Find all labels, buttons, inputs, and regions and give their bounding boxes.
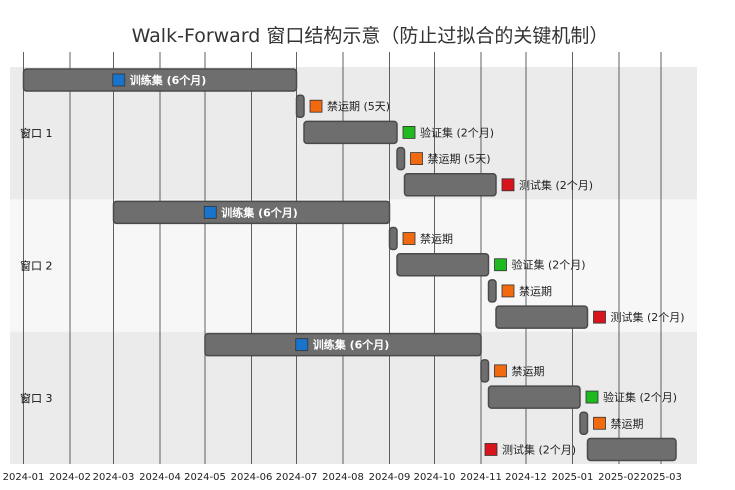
- x-tick-label: 2024-03: [93, 472, 135, 483]
- x-tick-label: 2025-03: [640, 472, 682, 483]
- x-tick-label: 2024-02: [49, 472, 91, 483]
- x-tick-label: 2024-06: [231, 472, 273, 483]
- segment-label-train: 训练集 (6个月): [130, 73, 207, 87]
- segment-bar-embargo: [396, 146, 406, 171]
- segment-bar-validation: [303, 120, 398, 145]
- x-axis: 2024-01 2024-02 2024-03 2024-04 2024-05 2024-…: [3, 472, 682, 483]
- segment-bar-train: [204, 332, 482, 357]
- chart-title: Walk-Forward 窗口结构示意（防止过拟合的关键机制）: [132, 25, 609, 47]
- segment-bars: [22, 68, 677, 462]
- segment-label-train: 训练集 (6个月): [221, 205, 298, 219]
- segment-marker-validation: [494, 258, 507, 272]
- segment-bar-embargo: [487, 279, 497, 303]
- segment-label-validation: 验证集 (2个月): [603, 390, 677, 404]
- window-label: 窗口 1: [20, 126, 53, 140]
- segment-marker-embargo: [402, 232, 416, 245]
- x-tick-label: 2024-04: [139, 472, 181, 483]
- segment-marker-embargo: [309, 99, 323, 113]
- segment-label-embargo: 禁运期: [512, 365, 545, 378]
- x-tick-label: 2025-02: [598, 472, 640, 483]
- window-labels: 窗口 1 窗口 2 窗口 3: [20, 126, 53, 405]
- segment-bar-validation: [487, 385, 581, 409]
- segment-label-validation: 验证集 (2个月): [512, 258, 586, 272]
- segment-bar-test: [403, 173, 497, 197]
- segment-marker-validation: [402, 126, 416, 139]
- segment-label-embargo: 禁运期 (5天): [428, 153, 491, 166]
- segment-marker-embargo: [593, 416, 606, 430]
- segment-bar-validation: [396, 252, 490, 277]
- segment-label-validation: 验证集 (2个月): [420, 125, 494, 139]
- segment-marker-train: [112, 73, 126, 87]
- segment-marker-train: [295, 338, 309, 352]
- segment-labels: 训练集 (6个月) 禁运期 (5天) 验证集 (2个月) 禁运期 (5天) 测试集 (2…: [112, 73, 685, 456]
- window-label: 窗口 3: [20, 391, 53, 405]
- segment-marker-test: [501, 178, 515, 192]
- x-tick-label: 2024-08: [322, 472, 364, 483]
- x-tick-label: 2025-01: [552, 472, 594, 483]
- segment-marker-validation: [585, 390, 599, 404]
- segment-marker-test: [593, 310, 606, 324]
- x-tick-label: 2024-11: [460, 472, 502, 483]
- segment-bar-embargo: [579, 411, 589, 436]
- x-tick-label: 2024-12: [505, 472, 547, 483]
- segment-marker-embargo: [494, 364, 507, 378]
- segment-label-embargo: 禁运期 (5天): [327, 100, 390, 113]
- x-tick-label: 2024-07: [276, 472, 318, 483]
- x-tick-label: 2024-05: [184, 472, 226, 483]
- segment-bar-test: [495, 305, 589, 329]
- x-tick-label: 2024-01: [3, 472, 45, 483]
- segment-bar-test: [586, 437, 677, 462]
- segment-bar-embargo: [388, 226, 398, 251]
- segment-label-embargo: 禁运期: [611, 417, 644, 430]
- segment-marker-train: [203, 205, 217, 219]
- segment-bar-train: [22, 68, 298, 92]
- segment-bar-embargo: [480, 359, 490, 383]
- segment-marker-embargo: [501, 284, 515, 298]
- segment-label-embargo: 禁运期: [519, 285, 552, 298]
- segment-label-test: 测试集 (2个月): [519, 178, 593, 192]
- segment-label-embargo: 禁运期: [420, 233, 453, 246]
- window-label: 窗口 2: [20, 259, 53, 273]
- segment-bar-train: [112, 200, 391, 225]
- x-tick-label: 2024-09: [369, 472, 411, 483]
- segment-label-test: 测试集 (2个月): [502, 442, 576, 456]
- segment-marker-test: [484, 443, 498, 456]
- segment-bar-embargo: [295, 94, 305, 118]
- segment-label-train: 训练集 (6个月): [313, 338, 390, 352]
- x-tick-label: 2024-10: [414, 472, 456, 483]
- segment-marker-embargo: [410, 152, 423, 166]
- segment-label-test: 测试集 (2个月): [611, 310, 685, 324]
